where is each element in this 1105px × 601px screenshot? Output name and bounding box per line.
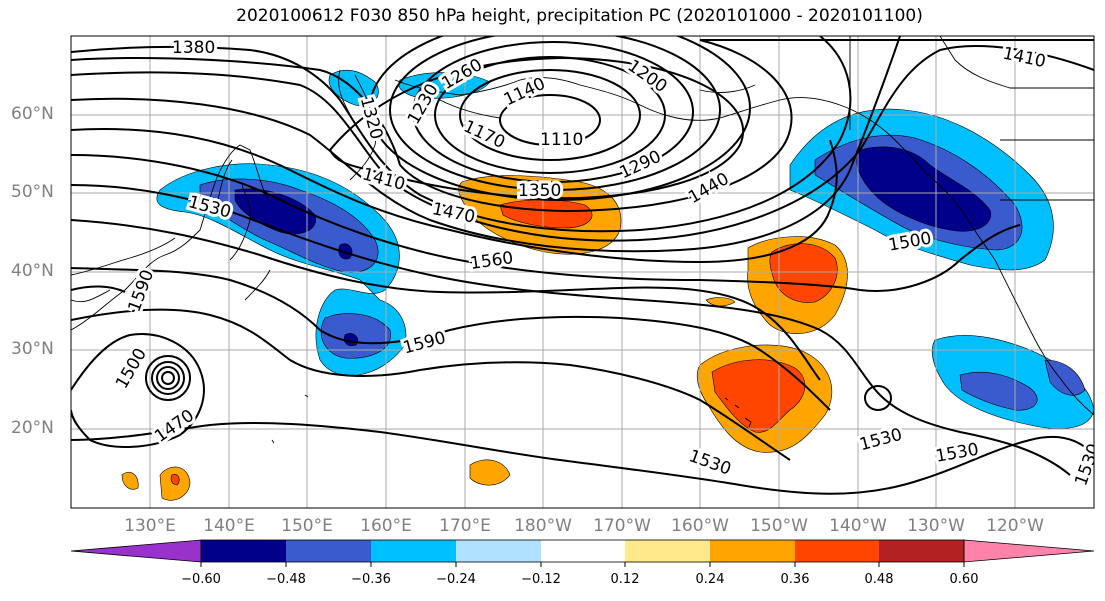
height-contours <box>71 36 1094 495</box>
contour-low-center <box>499 94 601 146</box>
longitude-label: 160°W <box>671 516 729 536</box>
contour-1530-south <box>71 421 1094 495</box>
longitude-label: 140°W <box>829 516 887 536</box>
map-frame <box>70 35 1095 509</box>
border-lines <box>939 36 1094 201</box>
contour-1380 <box>71 36 852 233</box>
typhoon-ring <box>145 355 191 401</box>
contour-1560 <box>71 219 821 381</box>
colorbar-tick-label: 0.12 <box>610 572 640 587</box>
contour-1470 <box>71 128 838 264</box>
colorbar-tick-label: −0.60 <box>181 572 221 587</box>
colorbar-tick-label: 0.24 <box>695 572 725 587</box>
contour-label: 1380 <box>172 38 215 58</box>
typhoon-ring <box>161 371 175 385</box>
colorbar-segment <box>541 540 625 562</box>
colorbar-segment <box>710 540 795 562</box>
colorbar-tick-label: 0.60 <box>949 572 979 587</box>
map-panel: 1380 1260 1140 1200 1410 1320 1230 1170 … <box>71 36 1094 508</box>
graticule <box>71 36 1094 508</box>
longitude-label: 180°W <box>514 516 572 536</box>
contour-1500-west <box>71 333 205 448</box>
colorbar-segment <box>456 540 541 562</box>
colorbar <box>70 539 1095 567</box>
negative-anomaly-region <box>959 359 1086 411</box>
latitude-label: 30°N <box>11 339 54 359</box>
negative-anomaly-region <box>856 146 992 232</box>
map-title: 2020100612 F030 850 hPa height, precipit… <box>236 6 923 26</box>
colorbar-segment <box>879 540 964 562</box>
longitude-label: 130°E <box>124 516 176 536</box>
contour-1170 <box>434 56 666 174</box>
contour-1230 <box>389 36 721 191</box>
colorbar-tick-label: −0.36 <box>351 572 391 587</box>
longitude-label: 160°E <box>360 516 412 536</box>
colorbar-tick-marks <box>200 562 965 567</box>
longitude-label: 170°E <box>439 516 491 536</box>
contour-1500 <box>71 154 1021 292</box>
contour-1410 <box>71 45 1094 242</box>
colorbar-segment <box>795 540 879 562</box>
colorbar-tick-label: −0.12 <box>521 572 561 587</box>
longitude-label: 150°W <box>750 516 808 536</box>
contour-label: 1110 <box>540 130 583 150</box>
longitude-label: 150°E <box>281 516 333 536</box>
contour-1530 <box>71 184 1071 476</box>
alaska-coastline <box>394 77 841 121</box>
positive-anomaly-region <box>711 359 806 433</box>
latitude-label: 20°N <box>11 418 54 438</box>
japan-coastline <box>217 159 271 301</box>
positive-anomaly-region <box>121 297 736 501</box>
north-america-coastline <box>839 36 1094 416</box>
typhoon-ring <box>156 366 180 390</box>
positive-anomaly-region <box>769 243 838 303</box>
asia-coastline <box>71 144 269 331</box>
longitude-label: 120°W <box>986 516 1044 536</box>
contour-1320 <box>71 39 1094 212</box>
longitude-label: 170°W <box>593 516 651 536</box>
typhoon-ring <box>151 361 185 395</box>
colorbar-tick-label: −0.24 <box>436 572 476 587</box>
colorbar-segment <box>201 540 286 562</box>
colorbar-segment <box>286 540 371 562</box>
latitude-label: 50°N <box>11 182 54 202</box>
colorbar-frame <box>200 539 965 563</box>
contour-1590 <box>71 267 831 411</box>
contour-1140 <box>459 69 641 161</box>
contour-1440 <box>71 36 901 253</box>
colorbar-segment <box>371 540 456 562</box>
contour-label: 1350 <box>518 181 561 201</box>
contour-high-center <box>864 385 892 411</box>
latitude-label: 60°N <box>11 104 54 124</box>
colorbar-extend-low <box>70 539 202 563</box>
colorbar-tick-label: 0.36 <box>780 572 810 587</box>
contour-1590-outer <box>71 308 791 461</box>
colorbar-extend-high <box>963 539 1095 563</box>
negative-anomaly-region <box>199 178 391 359</box>
contour-1200 <box>412 41 694 183</box>
positive-anomaly-region <box>170 474 180 486</box>
latitude-label: 40°N <box>11 261 54 281</box>
colorbar-tick-label: −0.48 <box>266 572 306 587</box>
colorbar-tick-label: 0.48 <box>864 572 894 587</box>
contour-west-edge <box>71 285 126 293</box>
longitude-label: 130°W <box>907 516 965 536</box>
longitude-label: 140°E <box>203 516 255 536</box>
colorbar-segment <box>625 540 710 562</box>
